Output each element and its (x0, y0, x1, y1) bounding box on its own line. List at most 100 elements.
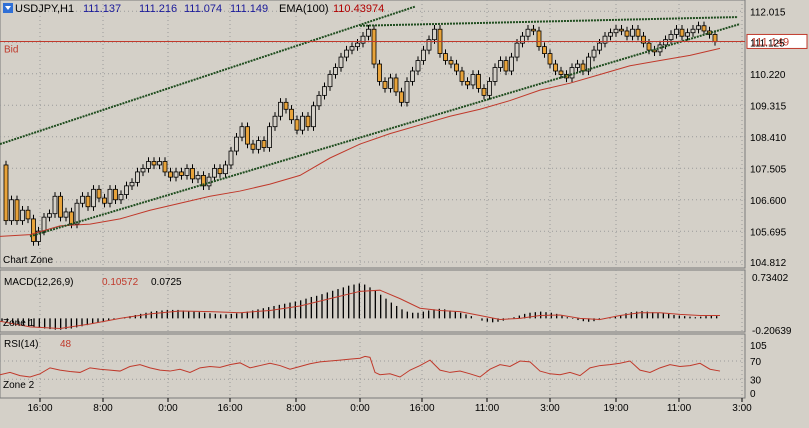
candle-body (432, 28, 437, 41)
candle-body (377, 63, 382, 82)
candle-body (261, 140, 267, 148)
bid-price-box: 111.149 (746, 33, 808, 49)
candle-body (179, 171, 184, 176)
candle-body (195, 175, 201, 180)
candle-body (85, 195, 91, 208)
y-tick-label: 107.505 (750, 164, 787, 175)
candle-body (206, 176, 212, 187)
trendline (0, 5, 416, 146)
x-tick-label: 0:00 (158, 403, 178, 414)
candle-body (234, 136, 239, 152)
candle-body (635, 28, 641, 37)
candle-body (168, 171, 173, 178)
rsi-grid (0, 334, 745, 398)
candle-body (322, 86, 327, 96)
candle-body (553, 63, 558, 72)
candle-body (14, 199, 20, 222)
candle-body (3, 164, 9, 222)
candle-body (20, 209, 25, 222)
candle-body (663, 39, 668, 46)
rsi-tick-label: 70 (750, 357, 762, 368)
candle-body (608, 32, 613, 37)
rsi-tick-label: 30 (750, 375, 762, 386)
chevron-down-icon (5, 6, 11, 10)
candle-body (212, 168, 217, 178)
ema-100-line (0, 47, 721, 237)
macd-panel[interactable] (0, 269, 746, 333)
macd-title: MACD(12,26,9) (4, 277, 73, 288)
ema-value: 110.43974 (333, 3, 384, 15)
y-tick-label: 110.220 (750, 70, 786, 81)
macd-tick-label: 0.73402 (752, 273, 789, 284)
candle-body (91, 188, 96, 208)
y-tick-label: 106.600 (750, 196, 787, 207)
candle-body (399, 91, 404, 103)
candle-body (668, 34, 674, 41)
candle-body (470, 74, 476, 86)
candle-body (426, 39, 432, 51)
candle-body (25, 209, 31, 220)
time-axis: 16:00 8:00 0:00 16:00 8:00 0:00 16:00 11:00 3:00… (27, 398, 752, 414)
candle-body (311, 105, 316, 128)
candle-body (569, 67, 575, 79)
trendlines[interactable] (0, 5, 741, 238)
candle-body (239, 126, 245, 138)
rsi-y-axis: 105 70 30 0 (750, 341, 767, 400)
candle-body (404, 81, 410, 103)
candle-body (586, 56, 591, 72)
candle-body (283, 101, 289, 110)
candle-body (393, 77, 399, 93)
price-candles (3, 21, 718, 246)
trendline (29, 23, 741, 238)
candle-body (591, 49, 597, 58)
candle-body (360, 35, 366, 44)
candle-body (47, 213, 52, 218)
candle-body (184, 168, 190, 176)
candle-body (338, 56, 344, 68)
candle-body (80, 195, 85, 204)
candle-body (646, 42, 652, 51)
macd-y-axis: 0.73402 -0.20639 (752, 273, 792, 337)
x-tick-label: 16:00 (27, 403, 52, 414)
candle-body (201, 175, 206, 187)
candle-body (69, 211, 74, 225)
candle-body (63, 211, 69, 218)
candle-body (173, 171, 179, 178)
candle-body (349, 46, 355, 51)
candle-body (113, 188, 118, 201)
main-y-axis: 112.015 111.125 110.220 109.315 108.410 107.5… (750, 7, 787, 269)
candle-body (690, 28, 696, 34)
x-tick-label: 16:00 (217, 403, 242, 414)
candle-body (74, 202, 80, 225)
x-tick-label: 16:00 (409, 403, 434, 414)
chart-zone-label: Chart Zone (3, 255, 53, 266)
bid-label: Bid (4, 44, 18, 55)
symbol-label: USDJPY,H1 (15, 3, 74, 15)
candle-body (679, 28, 685, 37)
candle-body (459, 70, 465, 82)
x-tick-label: 19:00 (603, 403, 628, 414)
candle-body (602, 35, 608, 44)
candle-body (151, 161, 157, 166)
candle-body (305, 115, 311, 128)
x-tick-label: 8:00 (93, 403, 113, 414)
candle-body (129, 181, 135, 187)
candle-body (575, 63, 580, 68)
candle-body (674, 28, 679, 35)
candle-body (96, 188, 102, 199)
zone-1-label: Zone 1 (3, 318, 35, 329)
x-tick-label: 0:00 (350, 403, 370, 414)
candle-body (481, 87, 487, 96)
candle-body (547, 53, 553, 65)
candle-body (619, 28, 624, 32)
candle-body (509, 56, 514, 72)
x-tick-label: 11:00 (475, 403, 500, 414)
candle-body (36, 230, 41, 242)
candle-body (536, 30, 542, 48)
candle-body (102, 197, 107, 204)
candle-body (525, 28, 531, 37)
candle-body (107, 188, 113, 204)
candle-body (542, 46, 547, 54)
